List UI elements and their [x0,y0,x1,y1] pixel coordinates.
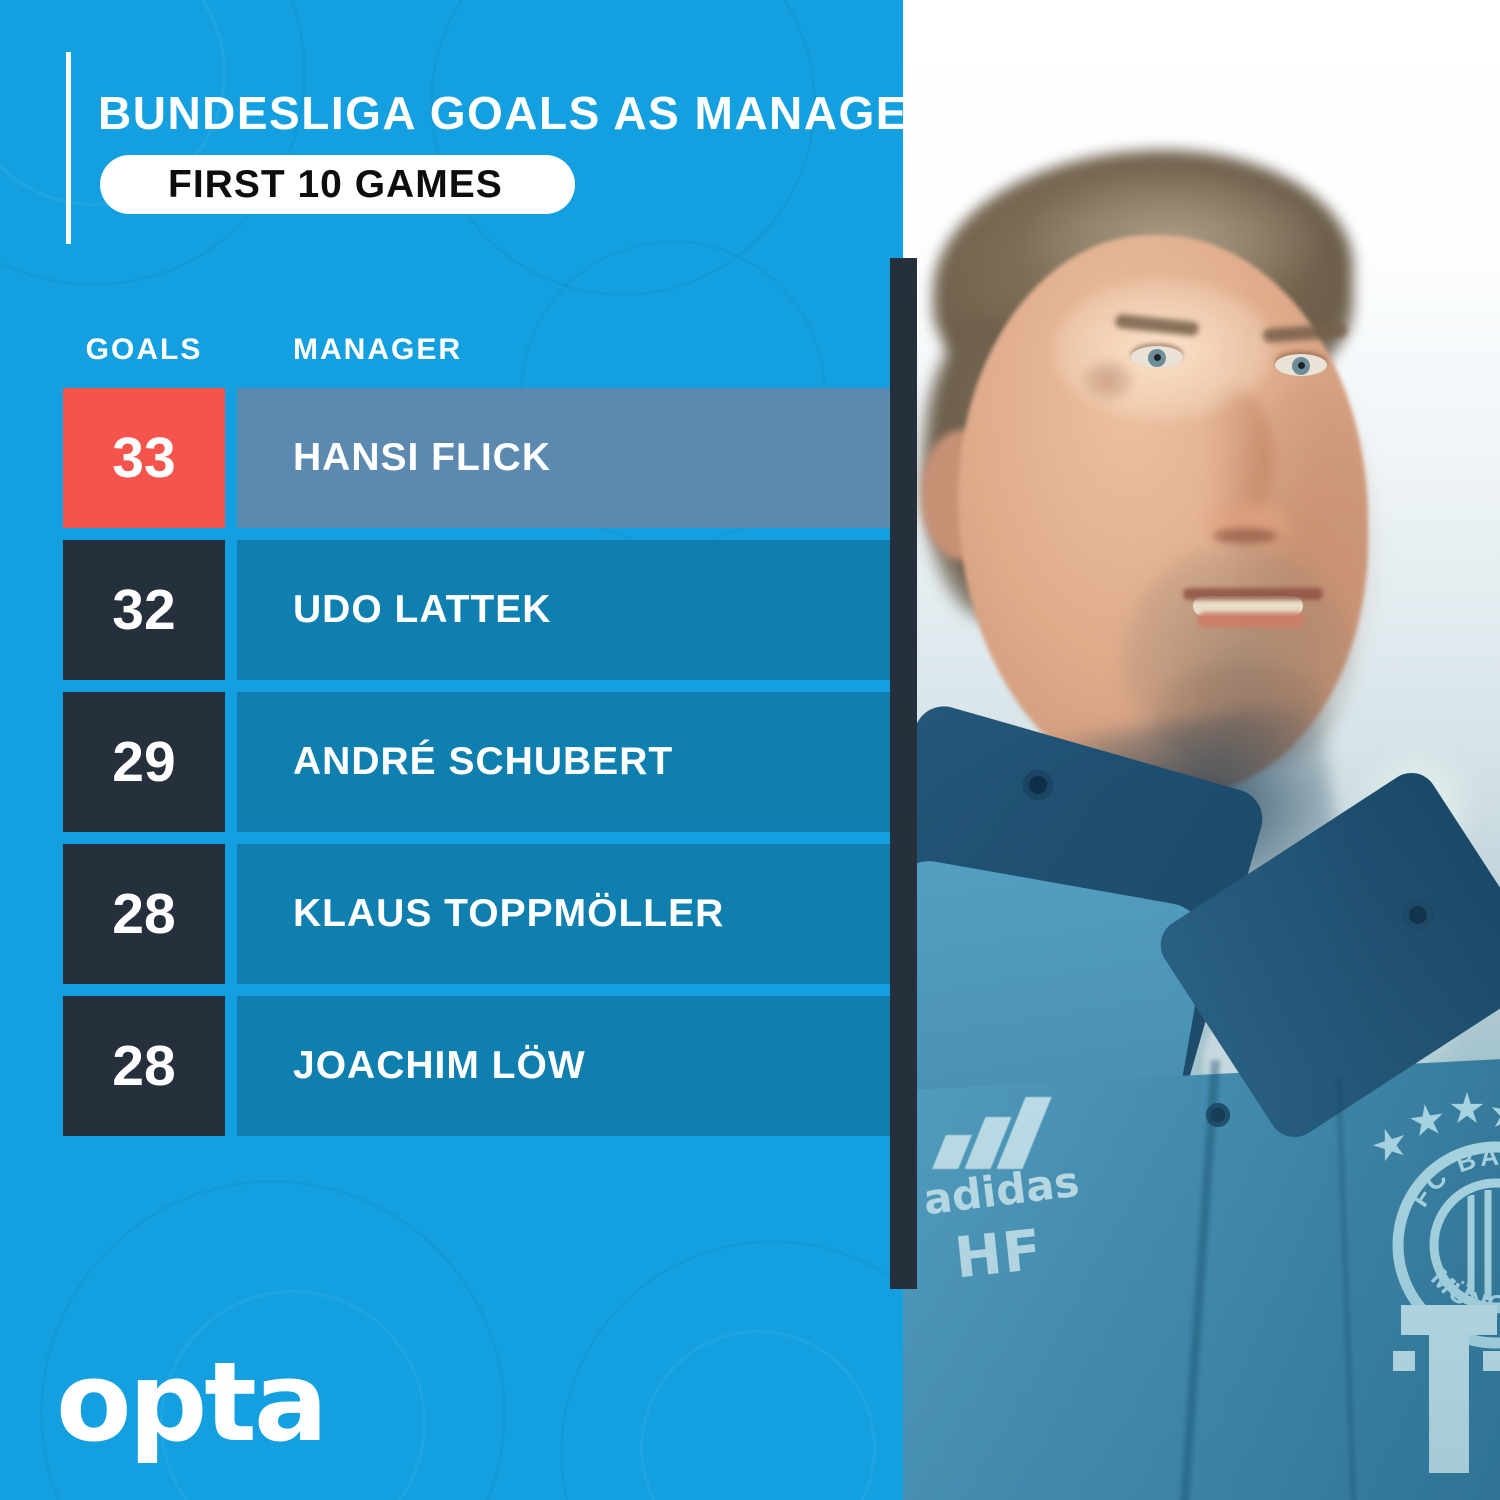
manager-bar: ANDRÉ SCHUBERT [237,692,890,832]
manager-bar: HANSI FLICK [237,388,890,528]
page-title: BUNDESLIGA GOALS AS MANAGER [98,87,943,139]
goals-value: 28 [63,996,225,1136]
subtitle-text: FIRST 10 GAMES [168,162,503,206]
telekom-logo-dot [1483,1351,1500,1371]
goals-value: 32 [63,540,225,680]
eye-wrinkles [1083,360,1133,400]
column-header-manager: MANAGER [293,333,462,366]
opta-logo: opta [56,1338,328,1466]
mouth [1183,588,1323,628]
snap-button [1403,900,1433,930]
subtitle-pill: FIRST 10 GAMES [100,155,575,214]
telekom-logo-icon [1393,1305,1500,1475]
manager-bar: JOACHIM LÖW [237,996,890,1136]
pupil [1154,354,1161,361]
teeth [1193,596,1303,616]
background-ring [640,1330,876,1500]
column-header-goals: GOALS [85,333,203,366]
lip [1183,588,1323,600]
nose [1213,528,1277,544]
background-ring [0,0,306,286]
manager-bar: KLAUS TOPPMÖLLER [237,844,890,984]
background-ring [430,0,816,296]
eye [1275,354,1327,376]
goals-table: 33 HANSI FLICK 32 UDO LATTEK 29 ANDRÉ SC… [63,388,890,1148]
pupil [1298,362,1305,369]
hansi-flick-photo: adidas HF FC BAYERN MÜNCHEN [903,0,1500,1500]
table-row: 28 KLAUS TOPPMÖLLER [63,844,890,984]
table-row: 29 ANDRÉ SCHUBERT [63,692,890,832]
eye [1131,346,1183,368]
title-accent-line [66,52,71,244]
manager-name: UDO LATTEK [293,588,552,631]
table-row: 32 UDO LATTEK [63,540,890,680]
divider-strip [890,258,917,1289]
manager-name: JOACHIM LÖW [293,1044,586,1087]
telekom-logo-stem [1429,1305,1469,1473]
goals-value: 28 [63,844,225,984]
table-row: 28 JOACHIM LÖW [63,996,890,1136]
manager-name: HANSI FLICK [293,436,551,479]
telekom-logo-dot [1393,1351,1415,1371]
lip [1197,612,1305,628]
snap-button [1023,770,1053,800]
goals-value: 29 [63,692,225,832]
manager-bar: UDO LATTEK [237,540,890,680]
manager-name: KLAUS TOPPMÖLLER [293,892,725,935]
table-row: 33 HANSI FLICK [63,388,890,528]
photo-tint-overlay [903,0,1500,1500]
goals-value: 33 [63,388,225,528]
snap-button [1206,1103,1230,1127]
manager-name: ANDRÉ SCHUBERT [293,740,674,783]
